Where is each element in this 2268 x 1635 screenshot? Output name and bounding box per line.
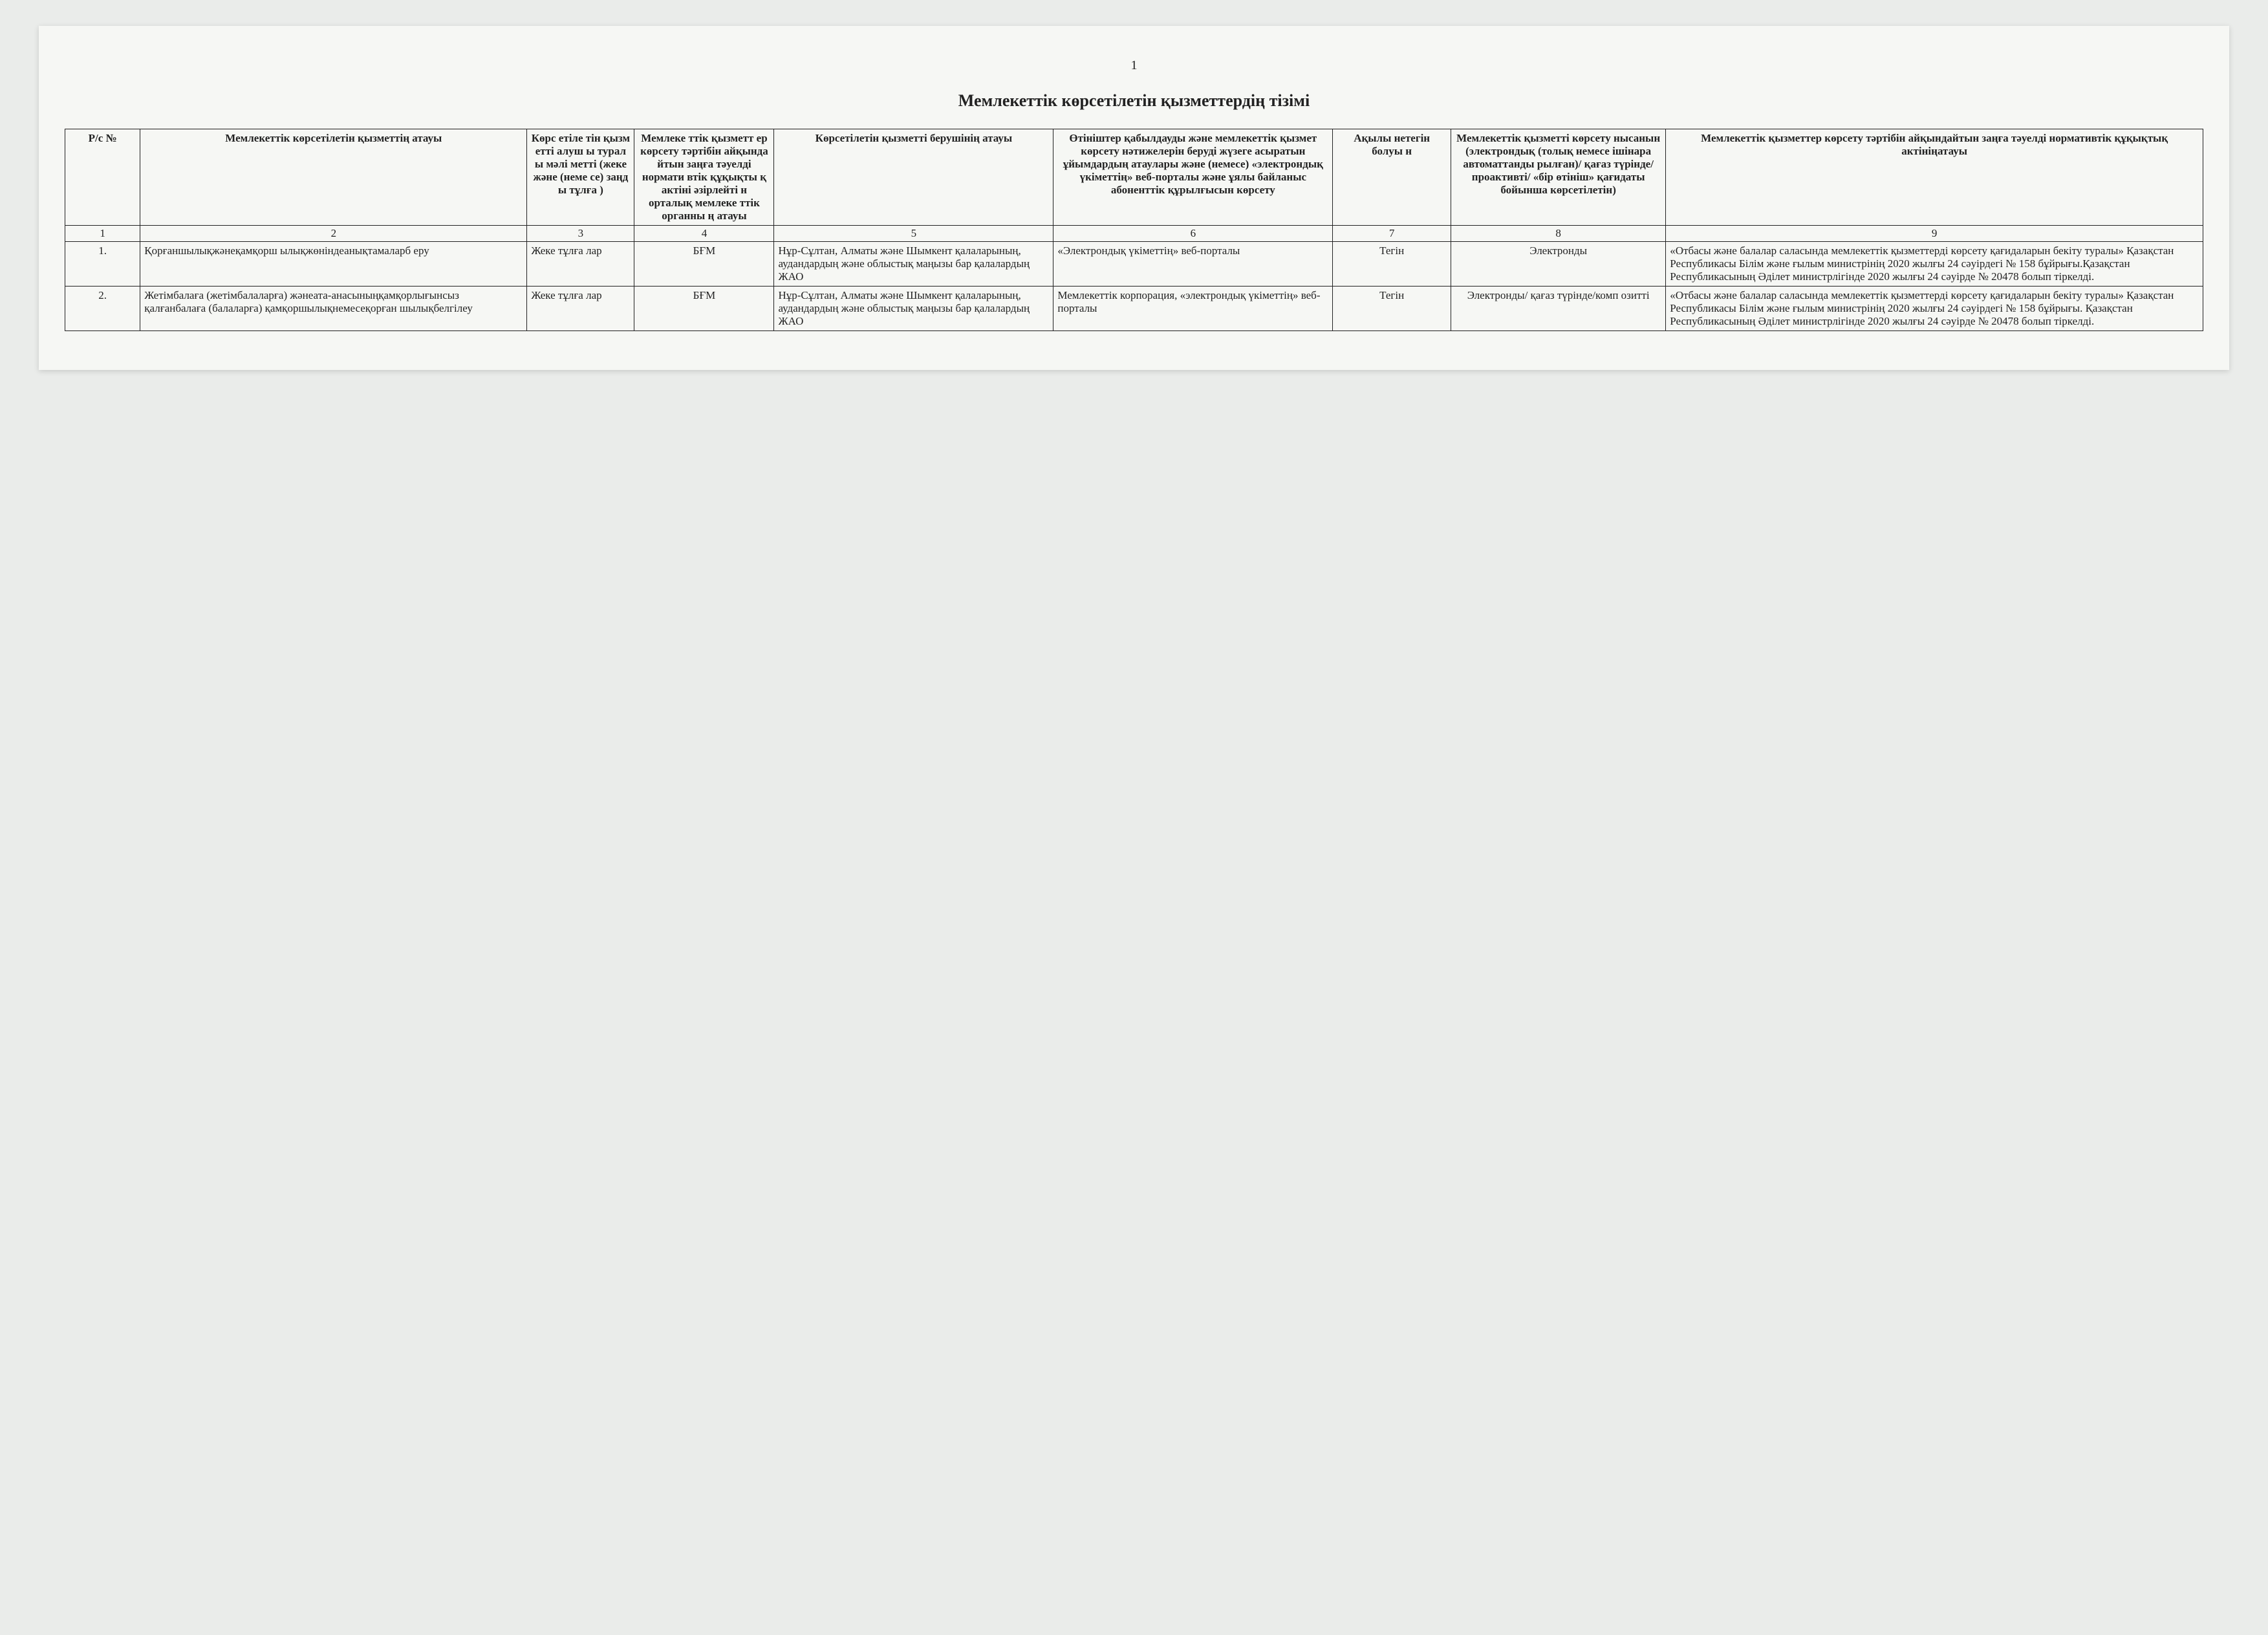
document-title: Мемлекеттік көрсетілетін қызметтердің ті… xyxy=(65,91,2203,111)
services-table: Р/с № Мемлекеттік көрсетілетін қызметтің… xyxy=(65,129,2203,331)
org-cell: Мемлекеттік корпорация, «электрондық үкі… xyxy=(1053,287,1333,331)
form-cell: Электронды/ қағаз түрінде/комп озитті xyxy=(1451,287,1666,331)
document-page: 1 Мемлекеттік көрсетілетін қызметтердің … xyxy=(39,26,2229,370)
header-col-7: Ақылы нетегін болуы н xyxy=(1333,129,1451,226)
provider-cell: Нұр-Сұлтан, Алматы және Шымкент қалалары… xyxy=(774,242,1053,287)
service-name-cell: Қорғаншылықжәнеқамқорш ылықжөніндеанықта… xyxy=(140,242,527,287)
num-cell: 1 xyxy=(65,226,140,242)
header-col-2: Мемлекеттік көрсетілетін қызметтің атауы xyxy=(140,129,527,226)
service-name-cell: Жетімбалаға (жетімбалаларға) жәнеата-ана… xyxy=(140,287,527,331)
num-cell: 3 xyxy=(527,226,634,242)
provider-cell: Нұр-Сұлтан, Алматы және Шымкент қалалары… xyxy=(774,287,1053,331)
table-body: 1. Қорғаншылықжәнеқамқорш ылықжөніндеаны… xyxy=(65,242,2203,331)
act-cell: «Отбасы және балалар саласында мемлекетт… xyxy=(1666,287,2203,331)
header-col-9: Мемлекеттік қызметтер көрсету тәртібін а… xyxy=(1666,129,2203,226)
paid-cell: Тегін xyxy=(1333,242,1451,287)
table-row: 2. Жетімбалаға (жетімбалаларға) жәнеата-… xyxy=(65,287,2203,331)
act-cell: «Отбасы және балалар саласында мемлекетт… xyxy=(1666,242,2203,287)
header-col-6: Өтініштер қабылдауды және мемлекеттік қы… xyxy=(1053,129,1333,226)
num-cell: 2 xyxy=(140,226,527,242)
row-number: 1. xyxy=(65,242,140,287)
num-cell: 6 xyxy=(1053,226,1333,242)
paid-cell: Тегін xyxy=(1333,287,1451,331)
num-cell: 4 xyxy=(634,226,774,242)
num-cell: 8 xyxy=(1451,226,1666,242)
row-number: 2. xyxy=(65,287,140,331)
header-col-4: Мемлеке ттік қызметт ер көрсету тәртібін… xyxy=(634,129,774,226)
table-row: 1. Қорғаншылықжәнеқамқорш ылықжөніндеаны… xyxy=(65,242,2203,287)
num-cell: 7 xyxy=(1333,226,1451,242)
page-number: 1 xyxy=(65,58,2203,73)
recipient-cell: Жеке тұлға лар xyxy=(527,242,634,287)
form-cell: Электронды xyxy=(1451,242,1666,287)
header-col-8: Мемлекеттік қызметті көрсету нысанын (эл… xyxy=(1451,129,1666,226)
authority-cell: БҒМ xyxy=(634,287,774,331)
header-col-1: Р/с № xyxy=(65,129,140,226)
num-cell: 9 xyxy=(1666,226,2203,242)
authority-cell: БҒМ xyxy=(634,242,774,287)
header-col-5: Көрсетілетін қызметті берушінің атауы xyxy=(774,129,1053,226)
num-cell: 5 xyxy=(774,226,1053,242)
table-number-row: 1 2 3 4 5 6 7 8 9 xyxy=(65,226,2203,242)
org-cell: «Электрондық үкіметтің» веб-порталы xyxy=(1053,242,1333,287)
header-col-3: Көрс етіле тін қызм етті алуш ы турал ы … xyxy=(527,129,634,226)
table-header-row: Р/с № Мемлекеттік көрсетілетін қызметтің… xyxy=(65,129,2203,226)
recipient-cell: Жеке тұлға лар xyxy=(527,287,634,331)
